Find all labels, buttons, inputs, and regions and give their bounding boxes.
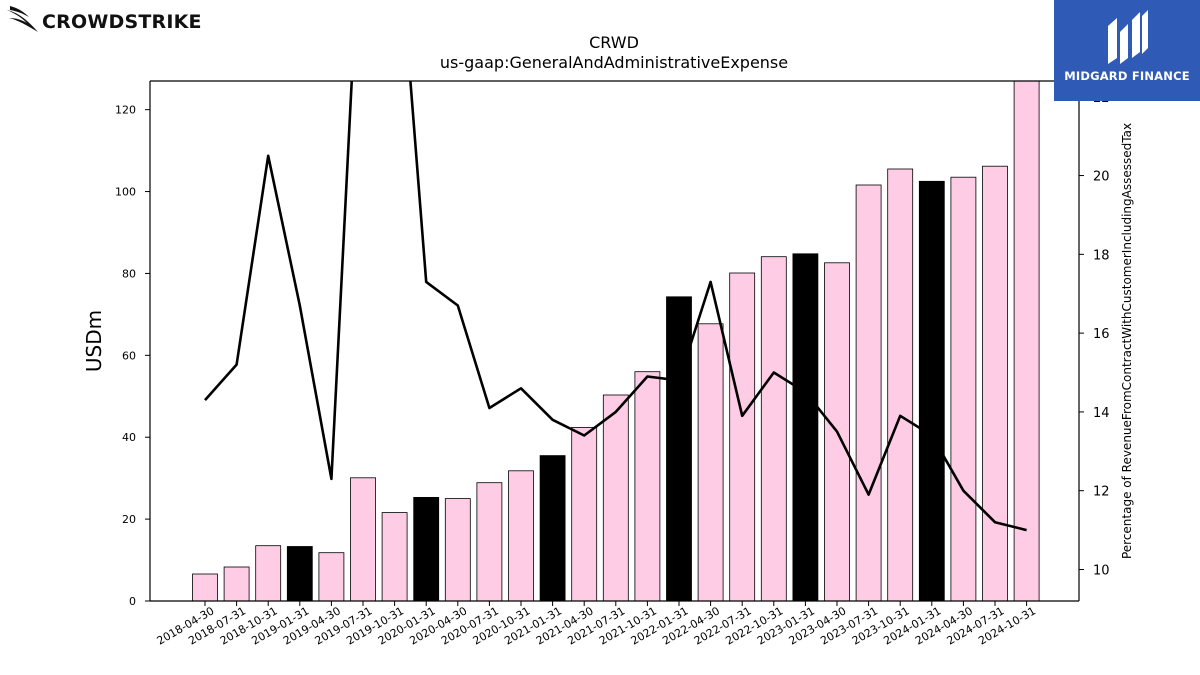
y2-tick-label: 20 <box>1093 170 1110 185</box>
y-axis-label: USDm <box>82 310 106 372</box>
bar <box>634 371 661 601</box>
bar <box>192 573 218 601</box>
midgard-monogram-icon <box>1104 8 1150 72</box>
bar <box>729 272 756 601</box>
y-tick-label: 100 <box>115 186 136 199</box>
bar <box>666 296 692 601</box>
falcon-icon <box>6 4 40 40</box>
bar <box>539 455 566 601</box>
bar <box>444 498 471 601</box>
bar-series <box>192 81 1040 601</box>
midgard-finance-wordmark: MIDGARD FINANCE <box>1064 69 1190 83</box>
bar <box>855 184 882 601</box>
line <box>204 81 1027 532</box>
bar <box>697 323 724 601</box>
bar <box>918 180 945 601</box>
bar <box>223 566 250 601</box>
bar <box>476 482 503 601</box>
line-series <box>204 81 1027 532</box>
y2-tick-label: 12 <box>1093 485 1110 500</box>
bar <box>792 253 819 601</box>
crowdstrike-wordmark: CROWDSTRIKE <box>42 11 202 33</box>
y2-tick-label: 10 <box>1093 563 1110 578</box>
y2-tick-label: 18 <box>1093 248 1110 263</box>
chart-subtitle: us-gaap:GeneralAndAdministrativeExpense <box>439 53 789 72</box>
y-tick-label: 80 <box>122 267 136 280</box>
bar <box>413 496 440 601</box>
y-tick-label: 120 <box>115 104 136 117</box>
y-tick-label: 20 <box>122 513 136 526</box>
bar <box>571 426 598 601</box>
chart-title: CRWD <box>589 33 639 52</box>
y2-axis-label: Percentage of RevenueFromContractWithCus… <box>1120 123 1134 559</box>
bar <box>950 176 977 601</box>
crowdstrike-logo: CROWDSTRIKE <box>6 4 202 40</box>
bar <box>350 477 376 601</box>
y-tick-label: 0 <box>129 595 136 608</box>
y2-tick-label: 16 <box>1093 327 1110 342</box>
bar <box>255 545 282 601</box>
bar <box>760 256 787 601</box>
bar <box>508 470 534 601</box>
bar <box>982 165 1008 601</box>
y2-tick-label: 14 <box>1093 406 1110 421</box>
bar <box>602 394 629 601</box>
midgard-finance-logo: MIDGARD FINANCE <box>1054 0 1200 101</box>
bar <box>318 552 345 601</box>
bar <box>286 546 313 601</box>
y-tick-label: 40 <box>122 431 136 444</box>
y-tick-label: 60 <box>122 349 136 362</box>
bar <box>887 168 914 601</box>
bar <box>381 512 408 601</box>
bar <box>1013 81 1040 601</box>
